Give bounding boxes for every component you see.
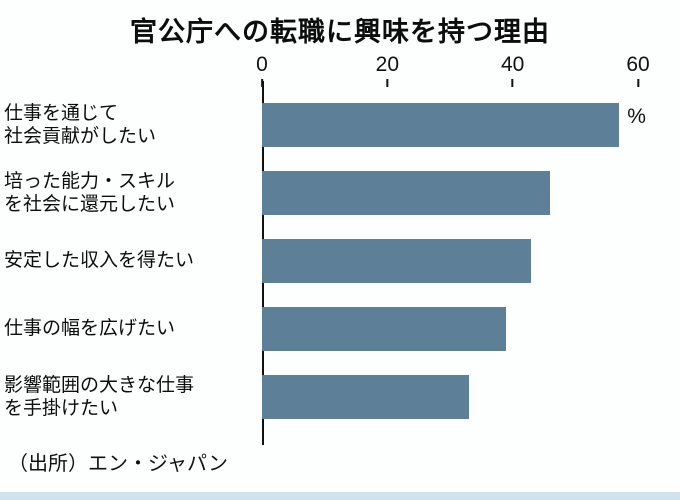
tick-mark — [511, 79, 514, 87]
bar — [262, 307, 507, 351]
source-note: （出所）エン・ジャパン — [8, 453, 228, 475]
bar-track: % — [262, 103, 646, 147]
x-tick-label: 0 — [256, 53, 268, 76]
bar — [262, 375, 469, 419]
axis-spacer — [4, 53, 262, 91]
bar-row: 培った能力・スキル を社会に還元したい — [4, 159, 680, 227]
chart-title: 官公庁への転職に興味を持つ理由 — [130, 17, 550, 47]
bar-track — [262, 171, 638, 215]
x-tick-label: 20 — [375, 53, 400, 76]
category-label: 影響範囲の大きな仕事 を手掛けたい — [4, 374, 195, 419]
bar-row: 影響範囲の大きな仕事 を手掛けたい — [4, 363, 680, 431]
plot-area: 仕事を通じて 社会貢献がしたい % 培った能力・スキル を社会に還元したい 安定… — [4, 81, 680, 445]
x-tick-label: 60 — [626, 53, 650, 76]
category-label: 仕事を通じて 社会貢献がしたい — [4, 102, 157, 147]
bar — [262, 171, 551, 215]
bar-row: 安定した収入を得たい — [4, 227, 680, 295]
x-tick-label: 40 — [500, 53, 525, 76]
bottom-strip — [0, 492, 680, 500]
bar — [262, 239, 532, 283]
category-label: 安定した収入を得たい — [4, 250, 195, 272]
bar-track — [262, 239, 638, 283]
bar-row: 仕事を通じて 社会貢献がしたい % — [4, 91, 680, 159]
bar-chart: 0 20 40 60 仕事を通じて 社会貢献 — [0, 53, 680, 445]
x-tick-60: 60 — [626, 53, 650, 87]
x-tick-40: 40 — [501, 53, 524, 87]
category-label: 仕事の幅を広げたい — [4, 318, 176, 340]
bar — [262, 103, 620, 147]
bar-row: 仕事の幅を広げたい — [4, 295, 680, 363]
tick-mark — [636, 79, 639, 87]
percent-unit-label: % — [627, 105, 646, 128]
bar-track — [262, 375, 638, 419]
tick-mark — [386, 79, 389, 87]
bar-track — [262, 307, 638, 351]
x-axis: 0 20 40 60 — [4, 53, 680, 91]
category-label: 培った能力・スキル を社会に還元したい — [4, 170, 176, 215]
x-axis-ticks: 0 20 40 60 — [256, 53, 650, 91]
x-tick-20: 20 — [376, 53, 399, 87]
